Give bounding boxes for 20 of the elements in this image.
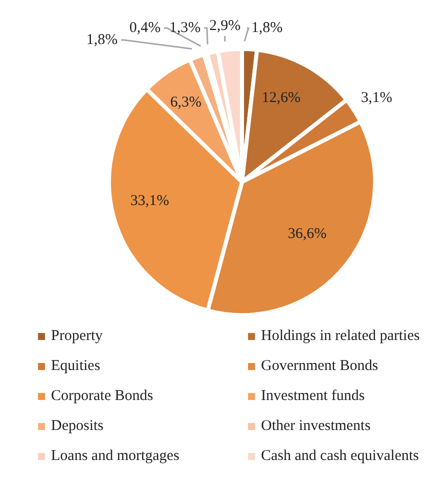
legend-label: Equities [51,358,100,375]
data-label: 1,8% [86,32,118,48]
legend-label: Corporate Bonds [51,388,154,405]
legend-label: Cash and cash equivalents [261,448,419,465]
legend-label: Property [51,328,103,345]
data-label: 1,3% [169,20,201,36]
data-label: 36,6% [288,226,327,242]
data-label: 12,6% [262,90,300,106]
data-label: 3,1% [360,90,392,106]
legend-label: Other investments [261,418,371,435]
legend-label: Holdings in related parties [261,328,420,345]
legend-label: Deposits [51,418,104,435]
data-label: 2,9% [209,18,241,34]
data-label: 1,8% [251,20,283,36]
data-label: 6,3% [170,94,202,110]
data-label: 0,4% [129,20,161,36]
legend-label: Loans and mortgages [51,448,180,465]
legend-label: Investment funds [261,388,365,405]
legend-label: Government Bonds [261,358,378,375]
data-label: 33,1% [130,193,170,210]
